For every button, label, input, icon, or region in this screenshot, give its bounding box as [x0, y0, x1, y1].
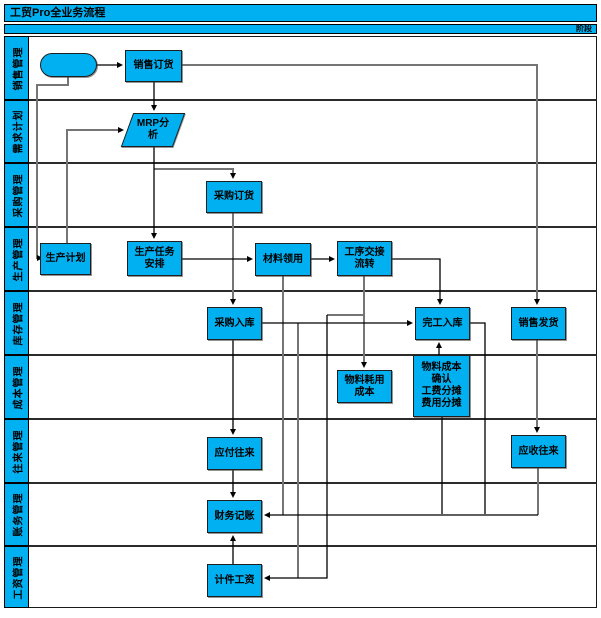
flow-node-cost-confirmation: 物料成本 确认 工费分摊 费用分摊 — [413, 355, 470, 417]
lane-label-text: 库存管理 — [13, 301, 24, 345]
lane-label-text: 销售管理 — [13, 46, 24, 90]
lane-separator — [4, 354, 597, 356]
flow-node-sales-delivery: 销售发货 — [511, 307, 566, 340]
flow-node-sales-order: 销售订货 — [125, 50, 182, 82]
lane-label-text: 需求计划 — [13, 109, 24, 154]
mrp-analysis-label: MRP分 析 — [136, 118, 170, 141]
lane-label-sales: 销售管理 — [4, 36, 29, 100]
lane-separator — [4, 226, 597, 228]
flow-node-accounts-payable: 应付往来 — [207, 437, 262, 470]
phase-header: 阶段 — [4, 24, 597, 34]
flow-node-start — [40, 53, 97, 77]
flow-node-financial-bookkeeping: 财务记账 — [207, 500, 262, 533]
lane-label-text: 成本管理 — [13, 365, 24, 409]
lane-label-purchasing: 采购管理 — [4, 163, 29, 227]
flow-node-piece-rate-wage: 计件工资 — [207, 564, 262, 597]
lane-label-text: 生产管理 — [13, 237, 24, 281]
lane-label-inventory: 库存管理 — [4, 291, 29, 355]
flow-node-production-plan: 生产计划 — [40, 243, 91, 275]
lane-label-text: 采购管理 — [13, 173, 24, 217]
diagram-title: 工贸Pro全业务流程 — [4, 4, 597, 22]
flow-node-finished-inbound: 完工入库 — [415, 307, 470, 340]
flow-node-material-requisition: 材料领用 — [255, 243, 311, 276]
lane-label-demand: 需求计划 — [4, 100, 29, 163]
lane-label-current-accounts: 往来管理 — [4, 419, 29, 483]
lane-label-text: 工资管理 — [13, 555, 24, 599]
lane-label-production: 生产管理 — [4, 227, 29, 291]
lane-label-text: 往来管理 — [13, 429, 24, 473]
flow-node-accounts-receivable: 应收往来 — [511, 435, 566, 468]
lane-label-text: 账务管理 — [13, 492, 24, 537]
lane-label-accounting: 账务管理 — [4, 483, 29, 546]
lane-separator — [4, 99, 597, 101]
lane-separator — [4, 482, 597, 484]
flow-node-mrp-analysis: MRP分 析 — [119, 113, 187, 147]
lane-separator — [4, 418, 597, 420]
flow-node-purchase-inbound: 采购入库 — [207, 307, 262, 340]
lane-label-cost: 成本管理 — [4, 355, 29, 419]
lane-label-payroll: 工资管理 — [4, 546, 29, 608]
flow-node-production-task: 生产任务 安排 — [127, 241, 182, 276]
lane-separator — [4, 290, 597, 292]
flow-node-purchase-order: 采购订货 — [206, 181, 262, 213]
flow-node-material-consumption-cost: 物料耗用 成本 — [337, 370, 392, 403]
flow-node-process-handover: 工序交接 流转 — [337, 241, 392, 276]
lane-separator — [4, 545, 597, 547]
lane-frame — [4, 36, 597, 608]
lane-separator — [4, 162, 597, 164]
